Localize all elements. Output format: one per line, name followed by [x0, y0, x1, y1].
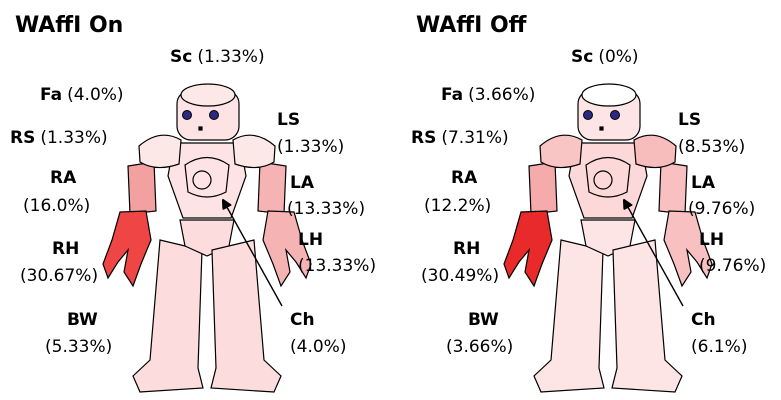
- diagram: WAffI OnSc(1.33%)Fa(4.0%)RS(1.33%)LS(1.3…: [0, 0, 781, 400]
- eye: [210, 111, 219, 120]
- right-shoulder: [540, 135, 582, 167]
- part-code: LA: [290, 173, 315, 193]
- part-value: (4.0%): [67, 85, 123, 105]
- part-label: Fa(4.0%): [40, 85, 124, 105]
- part-code: LS: [678, 110, 701, 130]
- part-label: RS(7.31%): [411, 128, 509, 148]
- left-shoulder: [233, 135, 275, 167]
- eye: [584, 111, 593, 120]
- part-value: (3.66%): [446, 337, 513, 357]
- part-label: Fa(3.66%): [441, 85, 535, 105]
- panel-title: WAffI Off: [416, 13, 528, 38]
- leg: [133, 240, 203, 392]
- part-code: Sc: [170, 47, 192, 67]
- scalp: [582, 84, 636, 106]
- left-arm: [258, 162, 286, 214]
- part-code: BW: [468, 310, 499, 330]
- right-arm: [529, 162, 557, 214]
- eye: [183, 111, 192, 120]
- part-code: LH: [699, 230, 724, 250]
- part-label: RS(1.33%): [10, 128, 108, 148]
- part-code: Ch: [691, 310, 716, 330]
- part-value: (5.33%): [45, 337, 112, 357]
- part-value: (9.76%): [699, 256, 766, 276]
- left-shoulder: [634, 135, 676, 167]
- part-label: Sc(0%): [571, 47, 639, 67]
- part-code: LA: [691, 173, 716, 193]
- part-code: RH: [453, 239, 480, 259]
- part-value: (13.33%): [298, 256, 376, 276]
- leg: [534, 240, 604, 392]
- part-value: (30.67%): [20, 266, 98, 286]
- eye: [611, 111, 620, 120]
- part-code: Sc: [571, 47, 593, 67]
- mouth: [199, 127, 202, 130]
- left-arm: [659, 162, 687, 214]
- part-value: (0%): [598, 47, 638, 67]
- part-value: (16.0%): [23, 196, 90, 216]
- scalp: [181, 84, 235, 106]
- right-hand: [103, 211, 151, 286]
- chest-button: [193, 171, 211, 189]
- part-value: (3.66%): [468, 85, 535, 105]
- part-value: (8.53%): [678, 137, 745, 157]
- part-code: Ch: [290, 310, 315, 330]
- part-label: Sc(1.33%): [170, 47, 265, 67]
- part-value: (13.33%): [287, 199, 365, 219]
- panel: WAffI OnSc(1.33%)Fa(4.0%)RS(1.33%)LS(1.3…: [10, 13, 376, 392]
- part-value: (1.33%): [40, 128, 107, 148]
- mouth: [600, 127, 603, 130]
- panel-title: WAffI On: [15, 13, 123, 38]
- part-code: RS: [411, 128, 436, 148]
- chest-button: [594, 171, 612, 189]
- right-hand: [504, 211, 552, 286]
- part-value: (6.1%): [691, 337, 747, 357]
- leg: [612, 240, 682, 392]
- part-value: (30.49%): [421, 266, 499, 286]
- part-code: RA: [451, 168, 478, 188]
- right-arm: [128, 162, 156, 214]
- part-value: (7.31%): [441, 128, 508, 148]
- part-value: (1.33%): [277, 137, 344, 157]
- part-value: (1.33%): [197, 47, 264, 67]
- part-value: (12.2%): [424, 196, 491, 216]
- part-code: LH: [298, 230, 323, 250]
- part-code: RH: [52, 239, 79, 259]
- panel: WAffI OffSc(0%)Fa(3.66%)RS(7.31%)LS(8.53…: [411, 13, 766, 392]
- part-code: Fa: [441, 85, 463, 105]
- part-value: (4.0%): [290, 337, 346, 357]
- right-shoulder: [139, 135, 181, 167]
- part-value: (9.76%): [688, 199, 755, 219]
- part-code: Fa: [40, 85, 62, 105]
- part-code: BW: [67, 310, 98, 330]
- part-code: RS: [10, 128, 35, 148]
- part-code: RA: [50, 168, 77, 188]
- part-code: LS: [277, 110, 300, 130]
- leg: [211, 240, 281, 392]
